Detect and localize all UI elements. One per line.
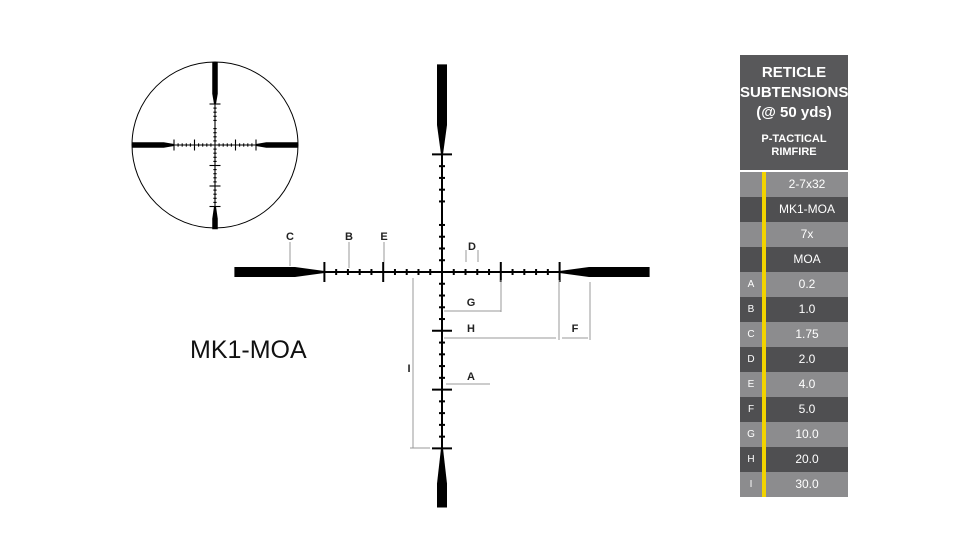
row-value: MK1-MOA [778,202,835,216]
label-e: E [380,231,388,243]
header-line: RETICLE [761,64,827,81]
yellow-divider [762,372,766,397]
table-row: F 5.0 [740,397,848,422]
row-key: B [747,304,755,315]
label-a: A [467,371,475,383]
table-row: 2-7x32 [740,172,848,197]
table-header: RETICLE SUBTENSIONS (@ 50 yds) P-TACTICAL R… [740,55,848,170]
label-c: C [286,231,294,243]
yellow-divider [762,272,766,297]
top-post [437,64,447,155]
row-key: G [747,429,755,440]
product-line: RIMFIRE [771,146,817,158]
table-row: H 20.0 [740,447,848,472]
right-post [559,267,650,277]
yellow-divider [762,172,766,197]
table-row: E 4.0 [740,372,848,397]
header-line: SUBTENSIONS [740,84,849,101]
yellow-divider [762,197,766,222]
row-value: 30.0 [795,477,819,491]
row-key: E [747,379,755,390]
yellow-divider [762,222,766,247]
table-row: C 1.75 [740,322,848,347]
label-i: I [407,363,411,375]
header-line: (@ 50 yds) [756,104,832,121]
subtensions-table: RETICLE SUBTENSIONS (@ 50 yds) P-TACTICAL R… [740,55,848,497]
row-value: 0.2 [798,277,816,291]
table-row: I 30.0 [740,472,848,497]
bottom-post [437,448,447,508]
label-h: H [467,323,475,335]
label-b: B [345,231,353,243]
table-row: MK1-MOA [740,197,848,222]
row-value: 10.0 [795,427,819,441]
product-line: P-TACTICAL [761,133,827,145]
row-key: D [747,354,755,365]
right-post [256,142,298,148]
yellow-divider [762,397,766,422]
row-key [740,222,762,247]
row-key: H [747,454,755,465]
yellow-divider [762,422,766,447]
yellow-divider [762,347,766,372]
row-value: MOA [793,252,821,266]
reticle-title: MK1-MOA [190,336,307,364]
bottom-post [212,206,218,230]
row-value: 2.0 [798,352,816,366]
left-post [132,142,174,148]
row-value: 4.0 [798,377,816,391]
yellow-divider [762,247,766,272]
table-row: 7x [740,222,848,247]
table-row: D 2.0 [740,347,848,372]
table-row: MOA [740,247,848,272]
yellow-divider [762,297,766,322]
yellow-divider [762,322,766,347]
table-row: B 1.0 [740,297,848,322]
table-row: A 0.2 [740,272,848,297]
yellow-divider [762,472,766,497]
row-key [740,172,762,197]
row-key: I [749,479,753,490]
row-key: F [747,404,755,415]
row-value: 5.0 [798,402,816,416]
row-key: A [747,279,755,290]
row-value: 1.75 [795,327,819,341]
table-row: G 10.0 [740,422,848,447]
row-key [740,247,762,272]
row-value: 7x [800,227,814,241]
label-f: F [571,323,579,335]
row-value: 1.0 [798,302,816,316]
label-g: G [466,297,476,309]
label-d: D [468,241,476,253]
row-key [740,197,762,222]
row-key: C [747,329,755,340]
row-value: 2-7x32 [788,177,826,191]
yellow-divider [762,447,766,472]
row-value: 20.0 [795,452,819,466]
left-post [234,267,325,277]
top-post [212,62,218,104]
